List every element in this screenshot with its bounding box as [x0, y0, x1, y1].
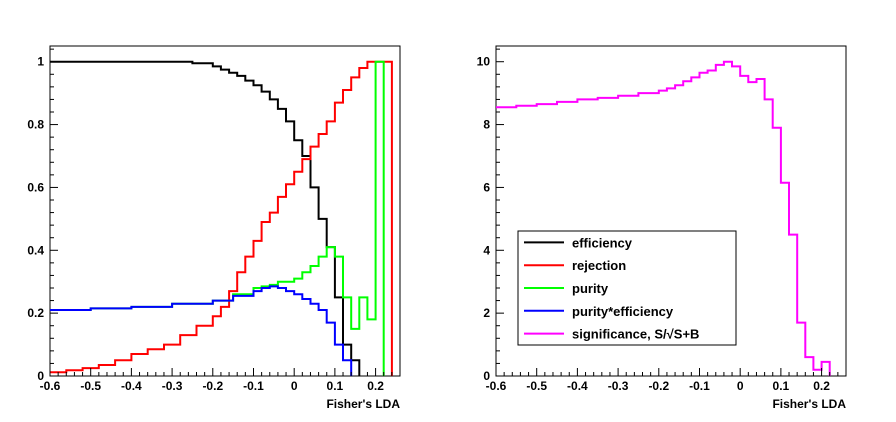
legend-entry-label: purity*efficiency: [572, 304, 674, 319]
left-x-tick-label: -0.4: [121, 379, 142, 393]
left-y-tick-label: 0.8: [27, 118, 44, 132]
left-x-tick-label: -0.6: [40, 379, 61, 393]
left-y-tick-label: 0.2: [27, 306, 44, 320]
left-x-tick-label: 0.2: [367, 379, 384, 393]
left-x-tick-label: -0.3: [162, 379, 183, 393]
right-series-significance: [496, 60, 831, 376]
left-x-tick-label: -0.5: [80, 379, 101, 393]
right-chart-panel: -0.6 -0.5 -0.4 -0.3 -0.2 -0.1 0 0.1 0.2 0 2 4 6 8 10 Fi…: [477, 45, 847, 411]
left-y-tick-label: 0.4: [27, 243, 44, 257]
right-y-tick-label: 8: [483, 118, 490, 132]
right-y-tick-label: 2: [483, 306, 490, 320]
left-y-tick-label: 1: [37, 55, 44, 69]
right-x-tick-label: -0.6: [486, 379, 507, 393]
right-y-tick-label: 4: [483, 243, 490, 257]
right-y-tick-label: 10: [477, 55, 491, 69]
right-x-tick-label: -0.3: [608, 379, 629, 393]
left-series-efficiency: [50, 60, 361, 376]
left-plot-frame: [49, 45, 401, 377]
left-x-tick-label: 0.1: [327, 379, 344, 393]
left-x-tick-label: 0: [291, 379, 298, 393]
left-chart-panel: -0.6 -0.5 -0.4 -0.3 -0.2 -0.1 0 0.1 0.2 0 0.2 0.4 0.…: [27, 45, 401, 411]
right-plot-frame: [495, 45, 847, 377]
right-y-tick-label: 6: [483, 180, 490, 194]
left-x-axis-label: Fisher's LDA: [326, 397, 400, 411]
right-x-tick-label: 0.1: [773, 379, 790, 393]
legend-entry-label: efficiency: [572, 235, 633, 250]
right-x-tick-label: -0.5: [526, 379, 547, 393]
right-x-tick-label: -0.2: [648, 379, 669, 393]
left-x-tick-label: -0.2: [202, 379, 223, 393]
legend-entry-label: significance, S/√S+B: [572, 327, 699, 342]
left-y-tick-label: 0: [37, 369, 44, 383]
left-series-purity: [50, 60, 385, 376]
left-x-tick-label: -0.1: [243, 379, 264, 393]
right-x-tick-label: -0.1: [689, 379, 710, 393]
right-x-tick-label: 0.2: [813, 379, 830, 393]
legend-entry-label: rejection: [572, 258, 626, 273]
right-y-tick-label: 0: [483, 369, 490, 383]
left-y-tick-label: 0.6: [27, 180, 44, 194]
left-series-rejection: [50, 60, 393, 376]
left-series-purity-efficiency: [50, 285, 353, 376]
right-x-tick-label: 0: [737, 379, 744, 393]
right-x-tick-label: -0.4: [567, 379, 588, 393]
legend-entry-label: purity: [572, 281, 609, 296]
right-x-axis-label: Fisher's LDA: [772, 397, 846, 411]
